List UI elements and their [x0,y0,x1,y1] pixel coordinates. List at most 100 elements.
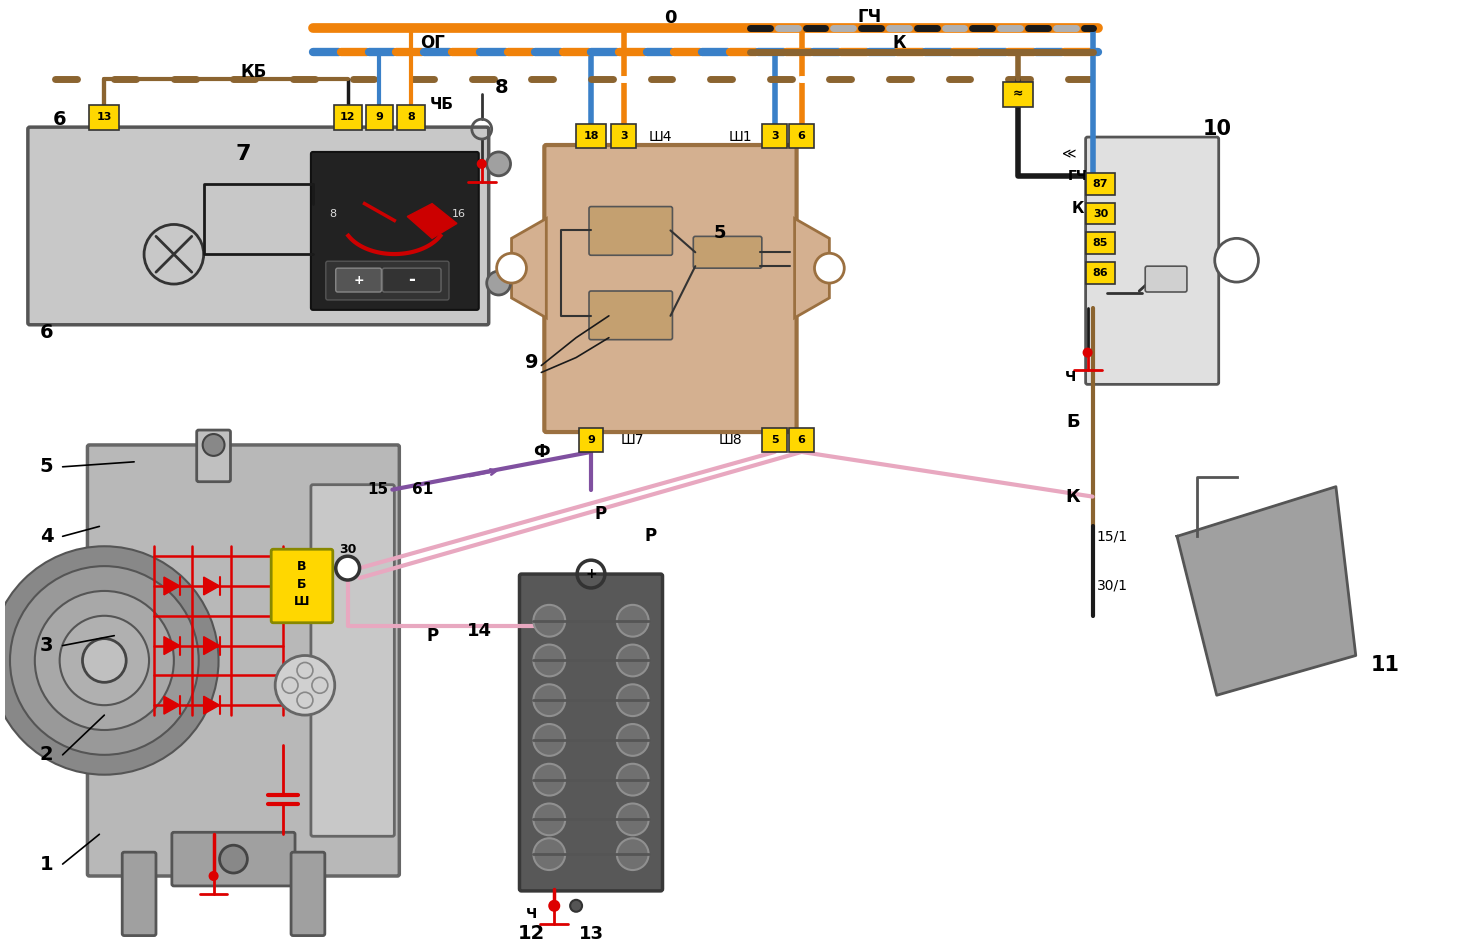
Text: 86: 86 [1093,268,1108,278]
Circle shape [478,160,485,168]
Circle shape [534,764,565,796]
Text: 13: 13 [578,924,603,943]
Text: ЧБ: ЧБ [431,97,454,111]
Text: 4: 4 [40,527,53,546]
Text: 9: 9 [525,353,538,372]
Circle shape [83,639,127,683]
Bar [763,125,788,148]
FancyBboxPatch shape [291,852,324,936]
FancyBboxPatch shape [589,291,673,340]
Text: ГЧ: ГЧ [1068,169,1087,183]
Text: 85: 85 [1093,238,1108,248]
Text: 9: 9 [587,435,594,445]
Circle shape [534,724,565,756]
Circle shape [534,645,565,676]
FancyBboxPatch shape [87,445,400,876]
Circle shape [617,645,649,676]
Circle shape [534,605,565,636]
Bar [611,125,636,148]
FancyBboxPatch shape [382,268,441,292]
Text: 7: 7 [236,143,251,164]
Text: 10: 10 [1202,119,1232,139]
Text: 14: 14 [468,622,493,640]
Bar [789,125,814,148]
Text: ≪: ≪ [1062,147,1077,160]
Polygon shape [204,697,220,714]
Circle shape [220,845,248,873]
Bar [90,105,119,129]
Circle shape [617,803,649,835]
Text: Р: Р [426,627,438,645]
Polygon shape [795,218,829,318]
Text: 12: 12 [518,924,546,943]
Bar [1086,262,1115,284]
Text: Ч: Ч [1065,370,1077,384]
Circle shape [202,434,224,456]
Text: Р: Р [594,505,608,524]
Circle shape [549,901,559,911]
Circle shape [59,615,149,705]
Text: 6: 6 [53,110,66,128]
Polygon shape [512,218,546,318]
Text: +: + [354,274,364,287]
Text: 5: 5 [714,225,726,243]
Circle shape [571,900,583,912]
Text: Ф: Ф [532,443,550,461]
FancyBboxPatch shape [336,268,382,292]
Text: 18: 18 [583,131,599,141]
Circle shape [276,655,335,716]
Text: 3: 3 [771,131,779,141]
Text: В: В [298,560,307,573]
FancyBboxPatch shape [196,430,230,481]
Circle shape [550,902,558,910]
Polygon shape [1177,487,1356,695]
Text: 11: 11 [1372,655,1400,676]
Text: 2: 2 [40,746,53,765]
FancyBboxPatch shape [122,852,156,936]
Bar [577,125,606,148]
Text: 30: 30 [1093,209,1108,219]
Text: 16: 16 [451,209,466,219]
Text: 6: 6 [798,435,805,445]
Polygon shape [407,204,457,239]
FancyBboxPatch shape [693,236,761,268]
Text: Ш1: Ш1 [729,130,752,144]
Bar [397,105,425,129]
Text: Р: Р [645,528,656,546]
Bar [789,428,814,452]
Text: -: - [407,271,414,289]
Text: 9: 9 [376,112,384,122]
Text: 3: 3 [40,636,53,655]
Circle shape [336,556,360,580]
Text: КБ: КБ [240,62,267,80]
Circle shape [487,152,510,176]
Bar [763,428,788,452]
Text: 8: 8 [494,78,509,97]
Text: К: К [1071,201,1084,216]
Text: 12: 12 [339,112,355,122]
Circle shape [10,566,199,755]
Bar [578,428,603,452]
Text: 30/1: 30/1 [1097,579,1128,593]
Bar [1086,232,1115,254]
Text: 87: 87 [1093,178,1108,189]
Circle shape [617,838,649,870]
Text: 8: 8 [329,209,336,219]
Text: Б: Б [298,578,307,591]
FancyBboxPatch shape [311,484,394,836]
Circle shape [814,253,844,283]
Text: Ш4: Ш4 [649,130,673,144]
Text: ≈: ≈ [1013,88,1024,101]
Text: К: К [892,34,906,52]
Text: ОГ: ОГ [420,34,444,52]
Text: 0: 0 [664,8,677,26]
FancyBboxPatch shape [173,833,295,885]
Text: К: К [1065,488,1080,506]
Circle shape [1215,239,1258,282]
Circle shape [534,838,565,870]
Text: Ч: Ч [525,907,537,920]
Text: 6: 6 [40,323,53,343]
Bar [333,105,361,129]
Circle shape [534,684,565,716]
Polygon shape [164,636,180,654]
